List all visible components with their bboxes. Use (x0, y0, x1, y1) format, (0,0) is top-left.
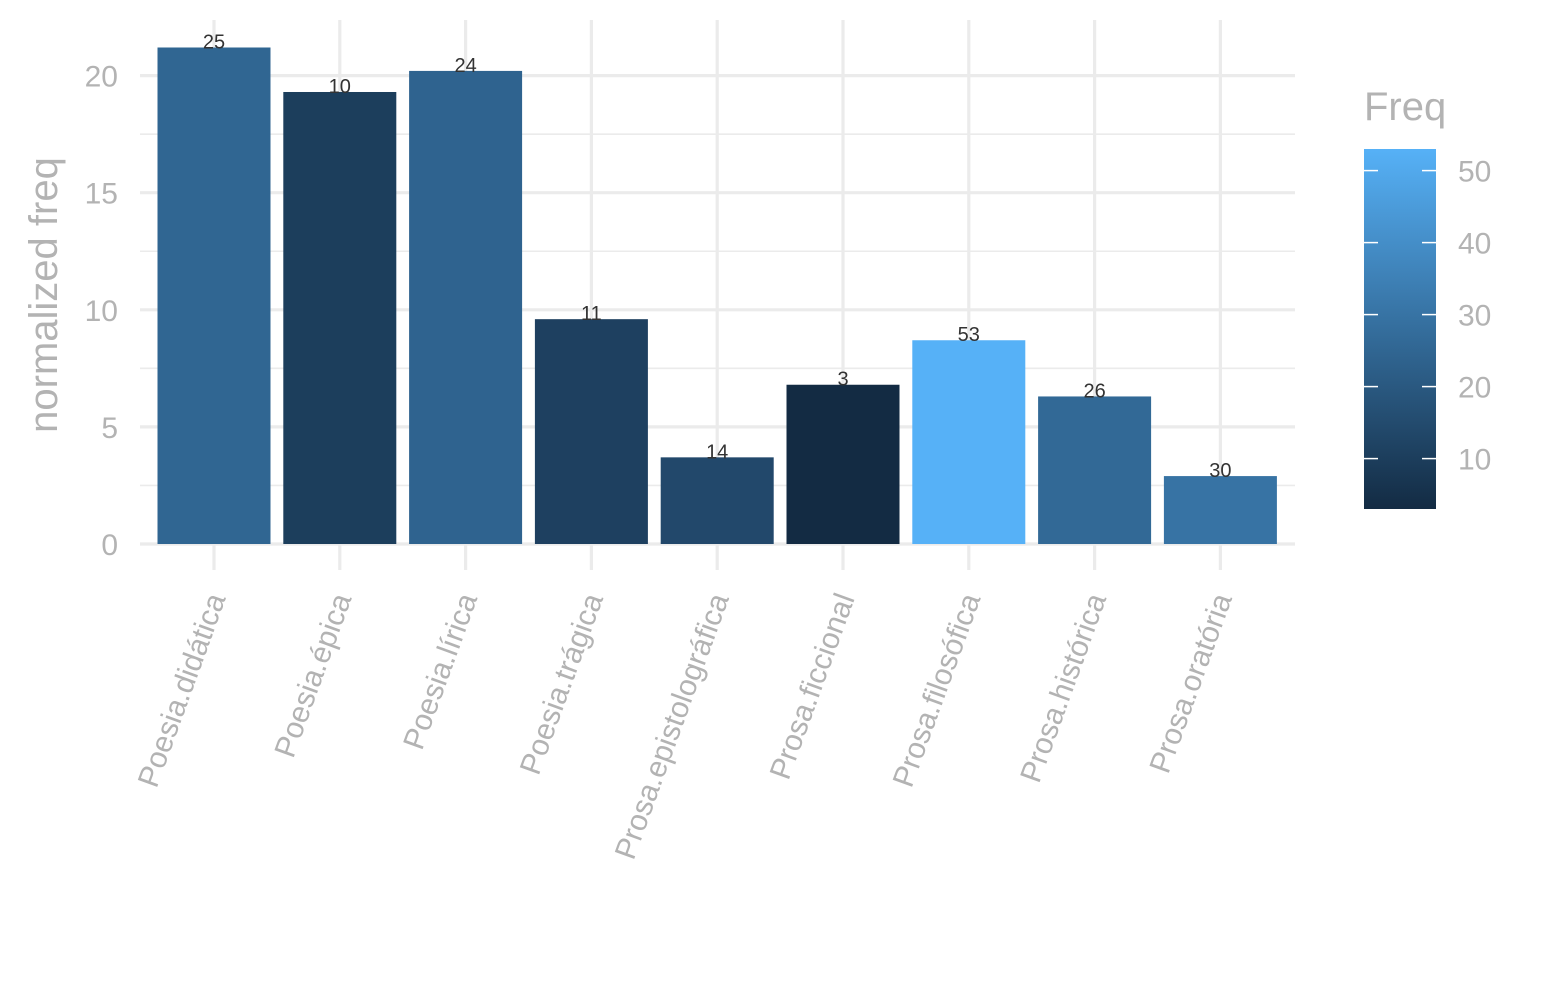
x-tick-label: Prosa.filosófica (887, 589, 988, 792)
bar (534, 319, 648, 544)
legend-tick-label: 50 (1458, 156, 1491, 189)
bar-value-label: 53 (958, 324, 980, 346)
bar (283, 91, 397, 544)
bar-value-label: 26 (1083, 380, 1105, 402)
y-tick-label: 0 (101, 529, 118, 562)
x-tick-label: Prosa.oratória (1144, 589, 1240, 778)
legend-tick-label: 20 (1458, 372, 1491, 405)
y-tick-label: 20 (85, 61, 118, 94)
x-tick-label: Prosa.ficcional (764, 589, 862, 784)
bar (912, 340, 1026, 544)
bar (1163, 476, 1277, 544)
bar (409, 70, 523, 544)
legend-tick-label: 10 (1458, 444, 1491, 477)
bar-value-label: 10 (329, 76, 351, 98)
bar-value-label: 11 (581, 303, 602, 325)
legend: Freq 10 20 30 40 50 (1364, 85, 1491, 509)
legend-tick-label: 30 (1458, 300, 1491, 333)
bar-value-label: 14 (706, 441, 728, 463)
bars (157, 47, 1277, 544)
y-axis-ticks: 0 5 10 15 20 (85, 61, 118, 562)
x-tick-label: Poesia.didática (132, 589, 233, 792)
bar-value-label: 3 (837, 369, 848, 391)
bar-value-label: 30 (1209, 460, 1231, 482)
bar (660, 457, 774, 544)
x-tick-label: Prosa.histórica (1014, 589, 1113, 787)
x-tick-label: Poesia.lírica (397, 589, 484, 754)
legend-tick-label: 40 (1458, 228, 1491, 261)
bar (786, 384, 900, 544)
bar-value-label: 25 (203, 31, 225, 53)
x-tick-label: Poesia.épica (269, 589, 359, 762)
bar (1038, 396, 1152, 544)
y-tick-label: 10 (85, 295, 118, 328)
x-tick-label: Prosa.epistolográfica (609, 589, 736, 864)
data-labels: 25 10 24 11 14 3 53 26 30 (203, 31, 1232, 482)
legend-ticks: 10 20 30 40 50 (1364, 156, 1491, 477)
legend-title: Freq (1364, 85, 1446, 129)
x-tick-label: Poesia.trágica (514, 589, 610, 779)
y-tick-label: 5 (101, 412, 118, 445)
bar (157, 47, 271, 544)
y-axis-title: normalized freq (22, 157, 66, 433)
legend-colorbar (1364, 149, 1436, 509)
x-axis-ticks: Poesia.didática Poesia.épica Poesia.lírica… (132, 589, 1239, 864)
y-tick-label: 15 (85, 178, 118, 211)
bar-value-label: 24 (454, 55, 476, 77)
